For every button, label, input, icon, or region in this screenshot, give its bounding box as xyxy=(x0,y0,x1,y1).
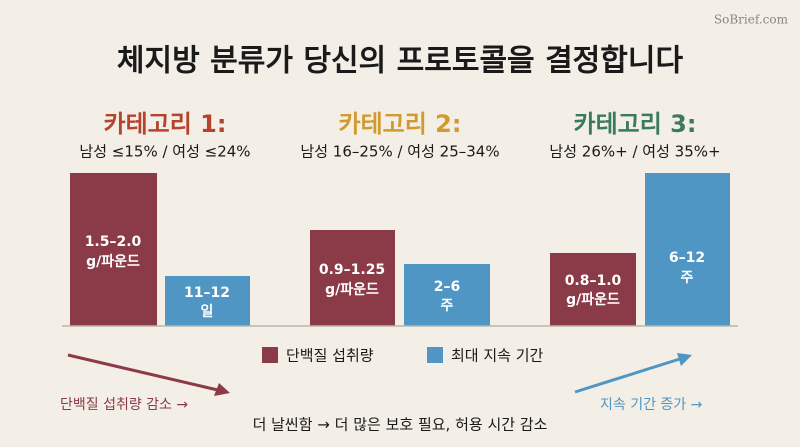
arrow-head xyxy=(677,353,692,366)
group-subtitle: 남성 ≤15% / 여성 ≤24% xyxy=(79,143,250,161)
duration-bar xyxy=(645,173,730,326)
footer: 더 날씬함 → 더 많은 보호 필요, 허용 시간 감소 xyxy=(253,416,548,434)
duration-bar xyxy=(404,264,490,326)
bar-label: 주 xyxy=(681,270,694,286)
bar-label: g/파운드 xyxy=(86,254,140,270)
legend-label: 최대 지속 기간 xyxy=(451,347,544,365)
bar-label: g/파운드 xyxy=(325,282,379,298)
duration-bar xyxy=(165,276,250,326)
bar-label: 일 xyxy=(201,304,214,320)
legend-swatch xyxy=(262,347,278,363)
bar-label: 6–12 xyxy=(669,250,705,266)
left-note: 단백질 섭취량 감소 → xyxy=(60,397,188,413)
bar-label: 0.8–1.0 xyxy=(565,273,622,289)
arrow xyxy=(67,353,223,393)
group-subtitle: 남성 26%+ / 여성 35%+ xyxy=(549,143,720,161)
title: 체지방 분류가 당신의 프로토콜을 결정합니다 xyxy=(117,44,684,79)
protein-bar xyxy=(70,173,157,326)
legend-swatch xyxy=(427,347,443,363)
bar-label: 0.9–1.25 xyxy=(319,262,385,278)
watermark: SoBrief.com xyxy=(714,13,789,27)
right-note: 지속 기간 증가 → xyxy=(600,397,703,413)
group-subtitle: 남성 16–25% / 여성 25–34% xyxy=(300,143,499,161)
group-title: 카테고리 3: xyxy=(574,110,697,138)
bar-label: 11–12 xyxy=(184,285,230,301)
group-title: 카테고리 2: xyxy=(339,110,462,138)
arrow-head xyxy=(214,383,230,396)
bar-label: 주 xyxy=(441,298,454,314)
legend-label: 단백질 섭취량 xyxy=(286,347,374,365)
arrow xyxy=(574,356,684,394)
bar-label: g/파운드 xyxy=(566,292,620,308)
group-title: 카테고리 1: xyxy=(104,110,227,138)
bar-label: 1.5–2.0 xyxy=(85,234,142,250)
protein-bar xyxy=(310,230,395,326)
bar-label: 2–6 xyxy=(434,279,460,295)
protein-bar xyxy=(550,253,636,326)
